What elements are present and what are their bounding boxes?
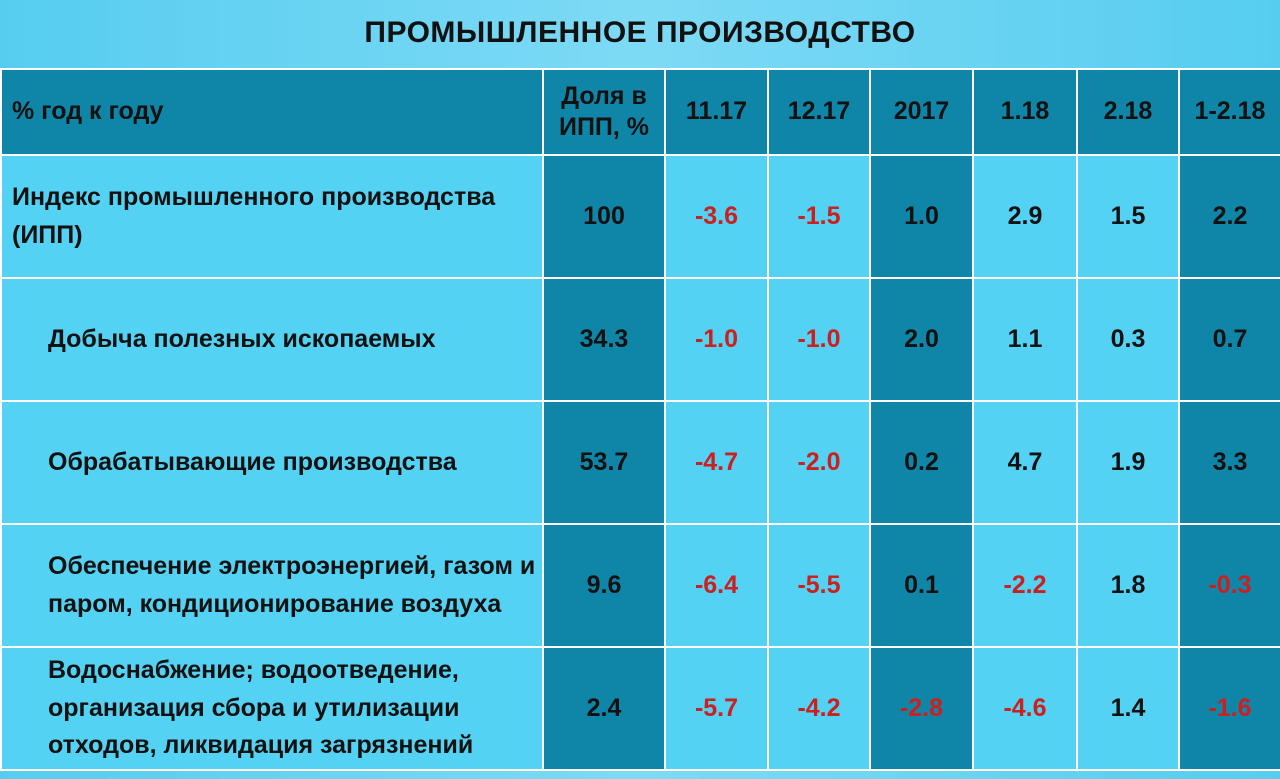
table-cell: 2.2 [1178,154,1280,279]
table-cell: 2.0 [869,277,974,402]
column-header: 2.18 [1076,68,1180,156]
table-cell: 2.4 [542,646,666,771]
table-cell: 4.7 [972,400,1078,525]
table-cell: 0.7 [1178,277,1280,402]
table-cell: -1.6 [1178,646,1280,771]
table-cell: -6.4 [664,523,769,648]
table-cell: -4.7 [664,400,769,525]
table-cell: 34.3 [542,277,666,402]
table-cell: -5.5 [767,523,871,648]
table-row: Обрабатывающие производства 53.7 -4.7 -2… [0,400,1280,525]
column-header: % год к году [0,68,544,156]
table-cell: 53.7 [542,400,666,525]
table-cell: 1.1 [972,277,1078,402]
table-row: Обеспечение электроэнергией, газом и пар… [0,523,1280,648]
row-label: Обрабатывающие производства [0,400,544,525]
row-label: Обеспечение электроэнергией, газом и пар… [0,523,544,648]
table-cell: 0.2 [869,400,974,525]
row-label: Индекс промышленного производства (ИПП) [0,154,544,279]
column-header: Доля в ИПП, % [542,68,666,156]
table-cell: -0.3 [1178,523,1280,648]
table-cell: 9.6 [542,523,666,648]
column-header: 11.17 [664,68,769,156]
column-header: 2017 [869,68,974,156]
column-header: 1-2.18 [1178,68,1280,156]
table-cell: -3.6 [664,154,769,279]
table-row: Водоснабжение; водоотведение, организаци… [0,646,1280,771]
table-cell: 1.5 [1076,154,1180,279]
table-cell: -4.2 [767,646,871,771]
table-cell: -2.8 [869,646,974,771]
table-cell: 1.0 [869,154,974,279]
table-cell: 100 [542,154,666,279]
row-label: Добыча полезных ископаемых [0,277,544,402]
table-row: Добыча полезных ископаемых 34.3 -1.0 -1.… [0,277,1280,402]
table-row: Индекс промышленного производства (ИПП) … [0,154,1280,279]
table-cell: 3.3 [1178,400,1280,525]
column-header: 1.18 [972,68,1078,156]
table-cell: -1.0 [664,277,769,402]
table-cell: -1.0 [767,277,871,402]
table-cell: -1.5 [767,154,871,279]
industrial-production-table: % год к году Доля в ИПП, % 11.17 12.17 2… [0,68,1280,771]
table-cell: -2.0 [767,400,871,525]
table-cell: 1.9 [1076,400,1180,525]
table-cell: -4.6 [972,646,1078,771]
table-cell: 2.9 [972,154,1078,279]
table-cell: 0.1 [869,523,974,648]
table-cell: -5.7 [664,646,769,771]
table-cell: 1.4 [1076,646,1180,771]
table-cell: 0.3 [1076,277,1180,402]
table-header-row: % год к году Доля в ИПП, % 11.17 12.17 2… [0,68,1280,156]
table-cell: -2.2 [972,523,1078,648]
column-header: 12.17 [767,68,871,156]
row-label: Водоснабжение; водоотведение, организаци… [0,646,544,771]
table-cell: 1.8 [1076,523,1180,648]
page-title: ПРОМЫШЛЕННОЕ ПРОИЗВОДСТВО [364,16,916,49]
